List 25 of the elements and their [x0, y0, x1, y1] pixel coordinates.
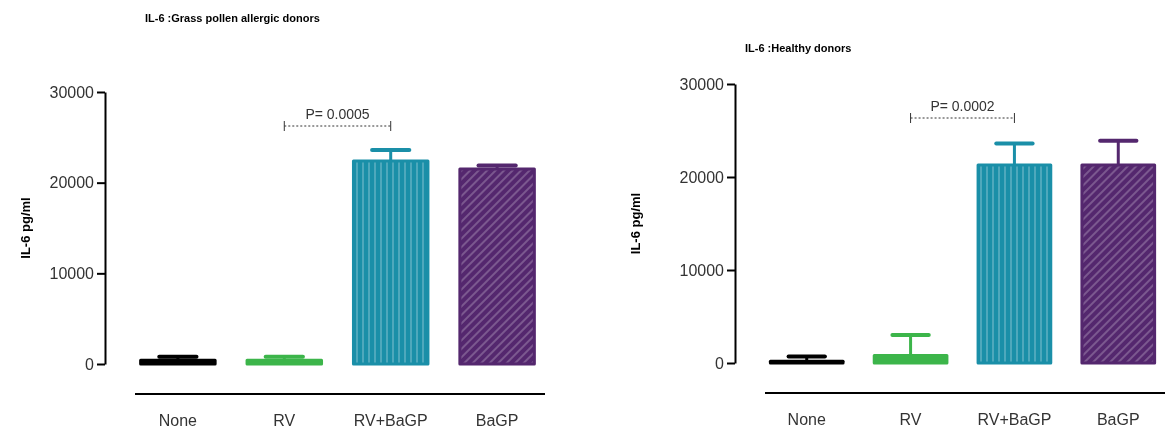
y-axis-title: IL-6 pg/ml: [628, 192, 643, 255]
y-tick-label: 0: [85, 355, 95, 373]
bar: [245, 358, 324, 366]
chart-title: IL-6 :Healthy donors: [745, 42, 852, 54]
bar: [139, 358, 217, 366]
annotation: P= 0.0005: [305, 106, 370, 122]
chart-title: IL-6 :Grass pollen allergic donors: [145, 12, 320, 24]
y-tick-label: 20000: [49, 174, 95, 192]
y-tick-label: 0: [715, 354, 725, 372]
x-tick-label: RV: [273, 412, 296, 429]
y-tick-label: 20000: [679, 168, 725, 186]
y-tick-label: 10000: [679, 261, 725, 279]
y-axis-title: IL-6 pg/ml: [18, 197, 33, 259]
y-tick-label: 10000: [49, 264, 95, 282]
x-tick-label: None: [787, 411, 826, 428]
x-tick-label: None: [158, 412, 198, 429]
y-tick-label: 30000: [49, 83, 95, 101]
x-tick-label: BaGP: [1096, 411, 1140, 428]
x-tick-label: RV+BaGP: [353, 412, 428, 429]
x-tick-label: BaGP: [475, 412, 519, 429]
y-tick-label: 30000: [679, 75, 725, 93]
x-tick-label: RV: [899, 411, 922, 428]
x-tick-label: RV+BaGP: [977, 411, 1052, 428]
bar: [458, 167, 536, 366]
annotation: P= 0.0002: [930, 98, 995, 114]
